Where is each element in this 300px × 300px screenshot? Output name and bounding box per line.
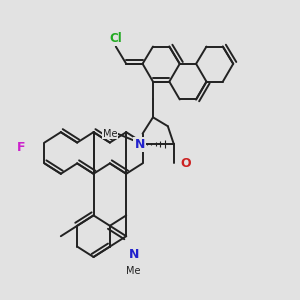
Text: F: F (17, 140, 26, 154)
Text: N: N (134, 138, 145, 151)
Text: Cl: Cl (110, 32, 122, 45)
Text: O: O (180, 157, 191, 170)
Text: Me: Me (103, 129, 117, 139)
Text: Me: Me (126, 266, 141, 276)
Text: N: N (128, 248, 139, 261)
